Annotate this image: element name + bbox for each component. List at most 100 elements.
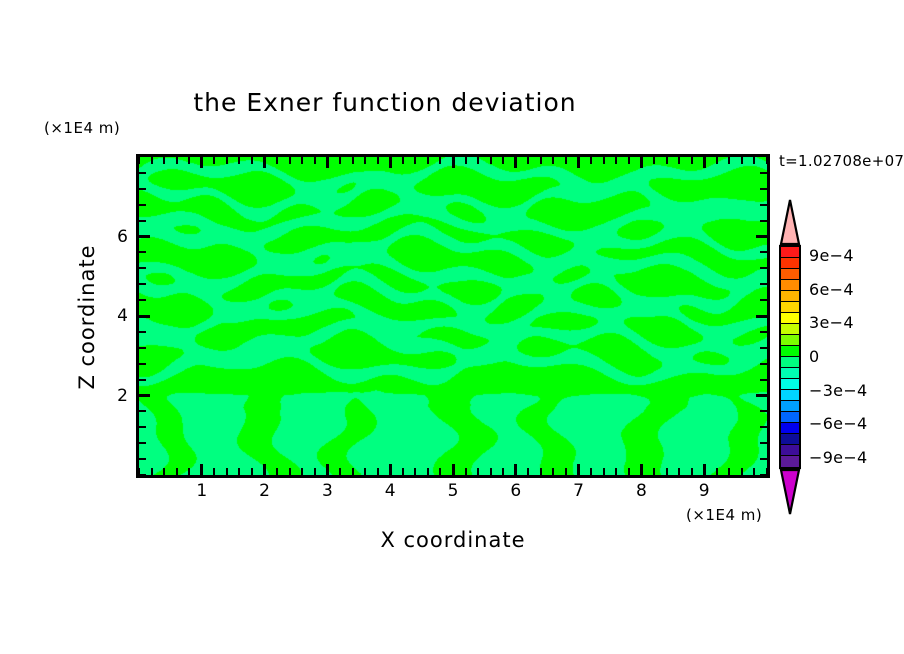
x-minor-tick-top (715, 157, 718, 164)
x-minor-tick (627, 468, 630, 475)
x-minor-tick (163, 468, 166, 475)
x-minor-tick-top (313, 157, 316, 164)
x-minor-tick (615, 468, 618, 475)
colorbar-tick-label: −9e−4 (809, 447, 868, 467)
x-minor-tick (690, 468, 693, 475)
x-minor-tick-top (464, 157, 467, 164)
x-major-tick-top (388, 157, 392, 168)
x-minor-tick-top (665, 157, 668, 164)
x-minor-tick (251, 468, 254, 475)
x-minor-tick-top (690, 157, 693, 164)
x-minor-tick-top (188, 157, 191, 164)
x-tick-label: 6 (510, 481, 522, 501)
y-minor-tick (139, 330, 146, 333)
x-minor-tick-top (439, 157, 442, 164)
x-minor-tick-top (477, 157, 480, 164)
x-minor-tick (414, 468, 417, 475)
y-minor-tick-right (760, 378, 767, 381)
x-minor-tick-top (753, 157, 756, 164)
x-major-tick-top (451, 157, 455, 168)
x-minor-tick-top (527, 157, 530, 164)
x-major-tick (577, 464, 581, 475)
colorbar-band (781, 379, 799, 390)
x-minor-tick (665, 468, 668, 475)
colorbar-band (781, 401, 799, 412)
y-tick-label: 2 (117, 385, 128, 406)
y-minor-tick-right (760, 362, 767, 365)
x-minor-tick-top (238, 157, 241, 164)
x-minor-tick (238, 468, 241, 475)
x-minor-tick-top (401, 157, 404, 164)
colorbar-tick-label: 3e−4 (809, 313, 854, 333)
x-axis-title: X coordinate (380, 528, 526, 552)
x-minor-tick-top (740, 157, 743, 164)
colorbar-band (781, 456, 799, 467)
x-minor-tick-top (426, 157, 429, 164)
x-tick-label: 8 (635, 481, 647, 501)
y-minor-tick-right (760, 410, 767, 413)
x-tick-label: 4 (384, 481, 396, 501)
y-minor-tick-right (760, 346, 767, 349)
x-major-tick-top (200, 157, 204, 168)
x-minor-tick-top (301, 157, 304, 164)
colorbar-tick-label: 9e−4 (809, 246, 854, 266)
x-minor-tick (301, 468, 304, 475)
y-minor-tick (139, 251, 146, 254)
x-minor-tick-top (288, 157, 291, 164)
contour-field-canvas (139, 157, 767, 475)
x-axis-unit-label: (×1E4 m) (686, 506, 763, 524)
colorbar-band (781, 335, 799, 346)
x-minor-tick-top (150, 157, 153, 164)
colorbar-band (781, 357, 799, 368)
x-minor-tick-top (213, 157, 216, 164)
y-major-tick (139, 235, 150, 238)
colorbar-band (781, 258, 799, 269)
x-minor-tick-top (175, 157, 178, 164)
y-minor-tick (139, 267, 146, 270)
x-minor-tick (678, 468, 681, 475)
x-minor-tick (539, 468, 542, 475)
x-minor-tick (527, 468, 530, 475)
x-minor-tick (502, 468, 505, 475)
y-minor-tick (139, 346, 146, 349)
x-major-tick (639, 464, 643, 475)
colorbar-band (781, 313, 799, 324)
y-major-tick-right (756, 314, 767, 318)
y-axis-unit-label: (×1E4 m) (44, 119, 121, 137)
x-minor-tick (552, 468, 555, 475)
colorbar-band (781, 280, 799, 291)
page-title: the Exner function deviation (193, 88, 577, 117)
colorbar-band (781, 390, 799, 401)
y-minor-tick (139, 458, 146, 461)
x-minor-tick-top (139, 157, 140, 164)
x-minor-tick (489, 468, 492, 475)
x-minor-tick (401, 468, 404, 475)
x-major-tick-top (577, 157, 581, 168)
y-major-tick (139, 394, 150, 397)
colorbar-band (781, 434, 799, 445)
x-tick-label: 3 (321, 481, 333, 501)
x-minor-tick (213, 468, 216, 475)
x-minor-tick-top (163, 157, 166, 164)
y-minor-tick (139, 219, 146, 222)
x-tick-label: 7 (573, 481, 584, 501)
x-minor-tick-top (376, 157, 379, 164)
y-major-tick-right (756, 394, 767, 397)
x-minor-tick-top (414, 157, 417, 164)
y-minor-tick-right (760, 187, 767, 190)
x-minor-tick (715, 468, 718, 475)
x-minor-tick (766, 468, 767, 475)
x-minor-tick-top (590, 157, 593, 164)
y-minor-tick (139, 410, 146, 413)
x-minor-tick (150, 468, 153, 475)
x-minor-tick-top (602, 157, 605, 164)
x-minor-tick-top (276, 157, 279, 164)
x-minor-tick (740, 468, 743, 475)
x-major-tick-top (639, 157, 643, 168)
y-minor-tick-right (760, 458, 767, 461)
x-minor-tick (602, 468, 605, 475)
x-major-tick (514, 464, 518, 475)
x-minor-tick-top (364, 157, 367, 164)
x-major-tick-top (325, 157, 329, 168)
y-minor-tick (139, 187, 146, 190)
